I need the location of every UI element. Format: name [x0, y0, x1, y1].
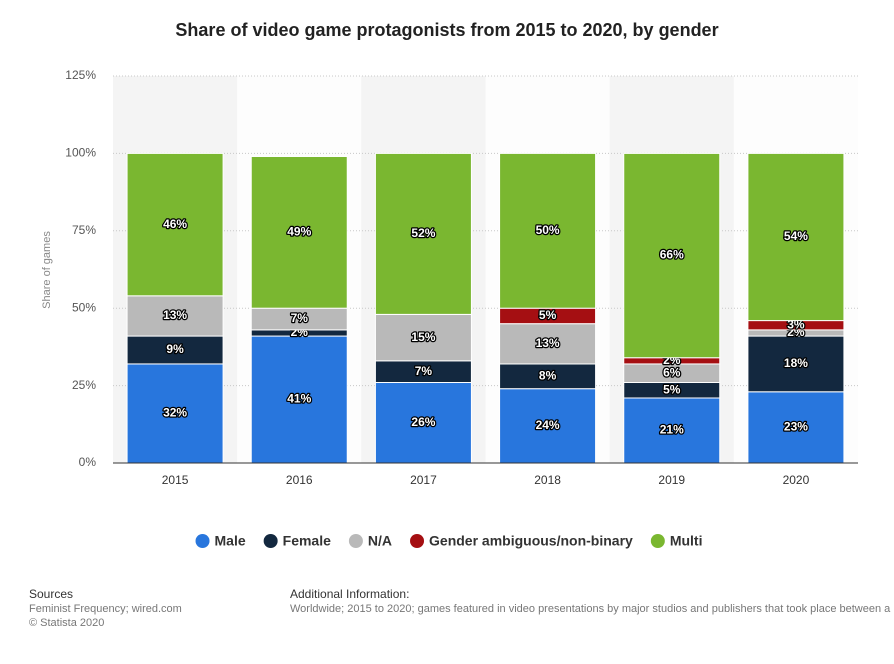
data-label: 8% — [539, 368, 557, 382]
x-tick-label: 2017 — [410, 473, 437, 487]
bar-segment — [747, 335, 845, 393]
data-label: 49% — [287, 225, 311, 239]
legend-marker — [195, 534, 210, 548]
info-title: Additional Information: — [290, 587, 409, 601]
legend-label: Male — [215, 533, 246, 549]
legend-marker — [263, 534, 278, 548]
data-label: 13% — [536, 336, 560, 350]
data-label: 26% — [411, 415, 435, 429]
data-label: 52% — [411, 226, 435, 240]
legend-marker — [410, 534, 425, 548]
data-label: 5% — [663, 382, 681, 396]
data-label: 6% — [663, 365, 681, 379]
data-label: 32% — [163, 406, 187, 420]
y-tick-label: 100% — [65, 146, 96, 160]
data-label: 21% — [660, 423, 684, 437]
data-label: 24% — [536, 418, 560, 432]
bar-segment — [126, 295, 224, 337]
data-label: 66% — [660, 248, 684, 262]
copyright: © Statista 2020 — [29, 617, 104, 629]
x-tick-label: 2015 — [162, 473, 189, 487]
bar-segment — [747, 391, 845, 464]
x-tick-label: 2019 — [658, 473, 685, 487]
source: Feminist Frequency; wired.com — [29, 603, 182, 615]
data-label: 41% — [287, 392, 311, 406]
x-tick-label: 2018 — [534, 473, 561, 487]
chart-title: Share of video game protagonists from 20… — [175, 20, 718, 40]
bar-segment — [374, 382, 472, 464]
bar-segment — [499, 323, 597, 365]
bar-segment — [126, 335, 224, 365]
y-tick-label: 50% — [72, 300, 96, 314]
y-tick-label: 25% — [72, 378, 96, 392]
bar-segment — [250, 155, 348, 309]
bar-segment — [499, 152, 597, 309]
data-label: 23% — [784, 420, 808, 434]
y-tick-label: 0% — [79, 455, 97, 469]
bar-segment — [747, 152, 845, 322]
bar-segment — [126, 152, 224, 297]
legend-label: Multi — [670, 533, 703, 549]
info-text: Worldwide; 2015 to 2020; games featured … — [290, 603, 891, 615]
legend-label: N/A — [368, 533, 392, 549]
data-label: 18% — [784, 356, 808, 370]
data-label: 15% — [411, 330, 435, 344]
data-label: 50% — [536, 223, 560, 237]
legend-marker — [348, 534, 363, 548]
data-label: 54% — [784, 229, 808, 243]
bar-segment — [374, 152, 472, 315]
legend-label: Gender ambiguous/non-binary — [429, 533, 633, 549]
data-label: 46% — [163, 217, 187, 231]
data-label: 9% — [166, 342, 184, 356]
data-label: 13% — [163, 308, 187, 322]
legend-marker — [650, 534, 665, 548]
bar-segment — [250, 335, 348, 464]
y-tick-label: 125% — [65, 68, 96, 82]
bar-segment — [623, 152, 721, 359]
sources-title: Sources — [29, 587, 73, 601]
bar-segment — [126, 363, 224, 464]
y-tick-label: 75% — [72, 223, 96, 237]
x-tick-label: 2020 — [783, 473, 810, 487]
bar-segment — [499, 363, 597, 390]
data-label: 5% — [539, 308, 557, 322]
legend-label: Female — [283, 533, 331, 549]
y-axis-title: Share of games — [41, 231, 53, 309]
data-label: 7% — [291, 311, 309, 325]
bar-segment — [623, 397, 721, 464]
x-tick-label: 2016 — [286, 473, 313, 487]
data-label: 7% — [415, 364, 433, 378]
